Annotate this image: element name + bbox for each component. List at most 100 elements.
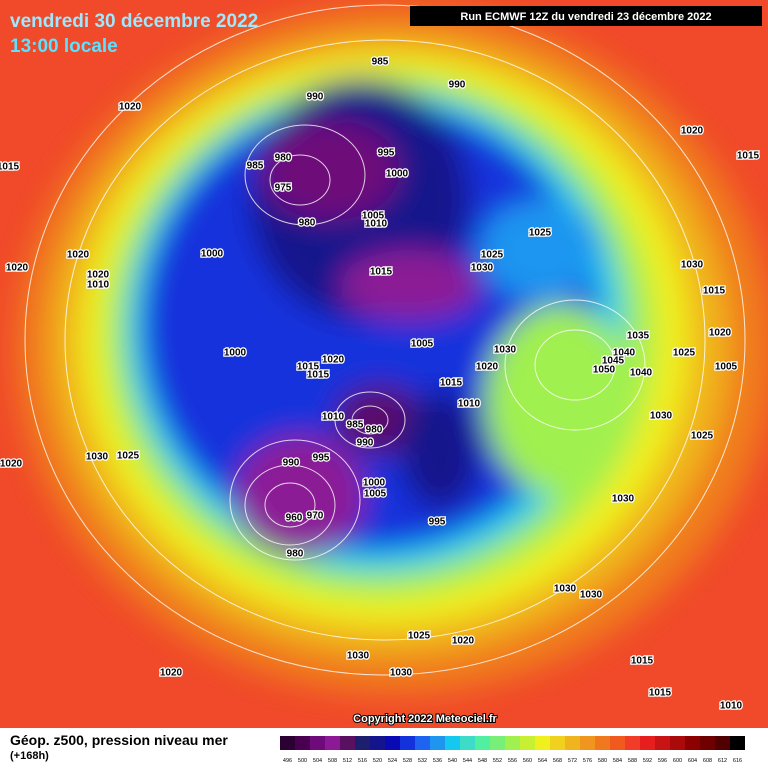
colorbar-swatch (370, 736, 385, 750)
isobar-label: 1020 (0, 459, 23, 470)
isobar-label: 1020 (476, 362, 499, 373)
isobar-label: 1030 (390, 668, 413, 679)
colorbar-swatch (670, 736, 685, 750)
colorbar-swatch (385, 736, 400, 750)
isobar-label: 1015 (297, 362, 320, 373)
colorbar-label: 532 (418, 758, 427, 764)
colorbar-swatch (400, 736, 415, 750)
footer-title: Géop. z500, pression niveau mer (10, 732, 228, 748)
colorbar-label: 540 (448, 758, 457, 764)
geopotential-field (0, 0, 768, 728)
isobar-label: 1015 (649, 688, 672, 699)
colorbar-label: 536 (433, 758, 442, 764)
isobar-label: 1015 (0, 162, 20, 173)
isobar-label: 1025 (481, 250, 504, 261)
colorbar-swatch (295, 736, 310, 750)
run-info: Run ECMWF 12Z du vendredi 23 décembre 20… (460, 11, 711, 23)
isobar-label: 1010 (87, 280, 110, 291)
colorbar-swatch (490, 736, 505, 750)
isobar-label: 1005 (411, 339, 434, 350)
isobar-label: 980 (275, 153, 292, 164)
isobar-label: 1030 (494, 345, 517, 356)
isobar-label: 1015 (703, 286, 726, 297)
isobar-label: 1025 (408, 631, 431, 642)
colorbar-swatch (415, 736, 430, 750)
isobar-label: 1010 (322, 412, 345, 423)
colorbar-swatch (565, 736, 580, 750)
isobar-label: 990 (283, 458, 300, 469)
isobar-label: 1020 (709, 328, 732, 339)
isobar-label: 1030 (347, 651, 370, 662)
map-time: 13:00 locale (10, 36, 118, 57)
colorbar-label: 556 (508, 758, 517, 764)
colorbar-swatch (715, 736, 730, 750)
isobar-label: 1010 (458, 399, 481, 410)
colorbar-swatch (325, 736, 340, 750)
isobar-label: 990 (449, 80, 466, 91)
isobar-label: 1030 (612, 494, 635, 505)
isobar-label: 980 (287, 549, 304, 560)
isobar-label: 990 (307, 92, 324, 103)
colorbar-swatch (580, 736, 595, 750)
isobar-label: 985 (372, 57, 389, 68)
colorbar-swatch (550, 736, 565, 750)
colorbar-label: 608 (703, 758, 712, 764)
colorbar-label: 496 (283, 758, 292, 764)
colorbar-swatch (475, 736, 490, 750)
isobar-label: 1020 (6, 263, 29, 274)
colorbar-label: 612 (718, 758, 727, 764)
colorbar-label: 520 (373, 758, 382, 764)
isobar-label: 1030 (86, 452, 109, 463)
isobar-label: 975 (275, 183, 292, 194)
isobar-label: 995 (313, 453, 330, 464)
isobar-label: 1020 (160, 668, 183, 679)
colorbar-swatch (655, 736, 670, 750)
colorbar-swatch (445, 736, 460, 750)
isobar-label: 1005 (364, 489, 387, 500)
colorbar-label: 600 (673, 758, 682, 764)
isobar-label: 1020 (452, 636, 475, 647)
colorbar-label: 524 (388, 758, 397, 764)
copyright: Copyright 2022 Meteociel.fr (353, 713, 497, 725)
colorbar-swatch (280, 736, 295, 750)
colorbar-label: 544 (463, 758, 472, 764)
colorbar-swatch (430, 736, 445, 750)
isobar-label: 1000 (224, 348, 247, 359)
isobar-label: 1050 (593, 365, 616, 376)
colorbar-label: 604 (688, 758, 697, 764)
isobar-label: 960 (286, 513, 303, 524)
colorbar-swatch (595, 736, 610, 750)
colorbar-label: 516 (358, 758, 367, 764)
isobar-label: 1045 (602, 356, 625, 367)
colorbar-label: 568 (553, 758, 562, 764)
colorbar-label: 588 (628, 758, 637, 764)
colorbar-swatch (520, 736, 535, 750)
colorbar-label: 552 (493, 758, 502, 764)
isobar-label: 1000 (363, 478, 386, 489)
isobar-label: 1015 (440, 378, 463, 389)
colorbar-label: 564 (538, 758, 547, 764)
isobar-label: 1020 (322, 355, 345, 366)
isobar-label: 1030 (471, 263, 494, 274)
isobar-label: 1020 (681, 126, 704, 137)
isobar-label: 980 (299, 218, 316, 229)
colorbar-label: 560 (523, 758, 532, 764)
isobar-label: 1015 (307, 370, 330, 381)
isobar-label: 985 (347, 420, 364, 431)
footer-lead: (+168h) (10, 750, 49, 762)
isobar-label: 1015 (631, 656, 654, 667)
colorbar-label: 508 (328, 758, 337, 764)
isobar-label: 1000 (386, 169, 409, 180)
colorbar-swatch (730, 736, 745, 750)
colorbar-swatch (640, 736, 655, 750)
isobar-label: 1010 (365, 219, 388, 230)
isobar-label: 1030 (580, 590, 603, 601)
isobar-label: 1015 (737, 151, 760, 162)
colorbar-swatch (460, 736, 475, 750)
colorbar-label: 592 (643, 758, 652, 764)
colorbar-label: 572 (568, 758, 577, 764)
isobar-label: 1040 (630, 368, 653, 379)
colorbar-swatch (535, 736, 550, 750)
isobar-label: 980 (366, 425, 383, 436)
